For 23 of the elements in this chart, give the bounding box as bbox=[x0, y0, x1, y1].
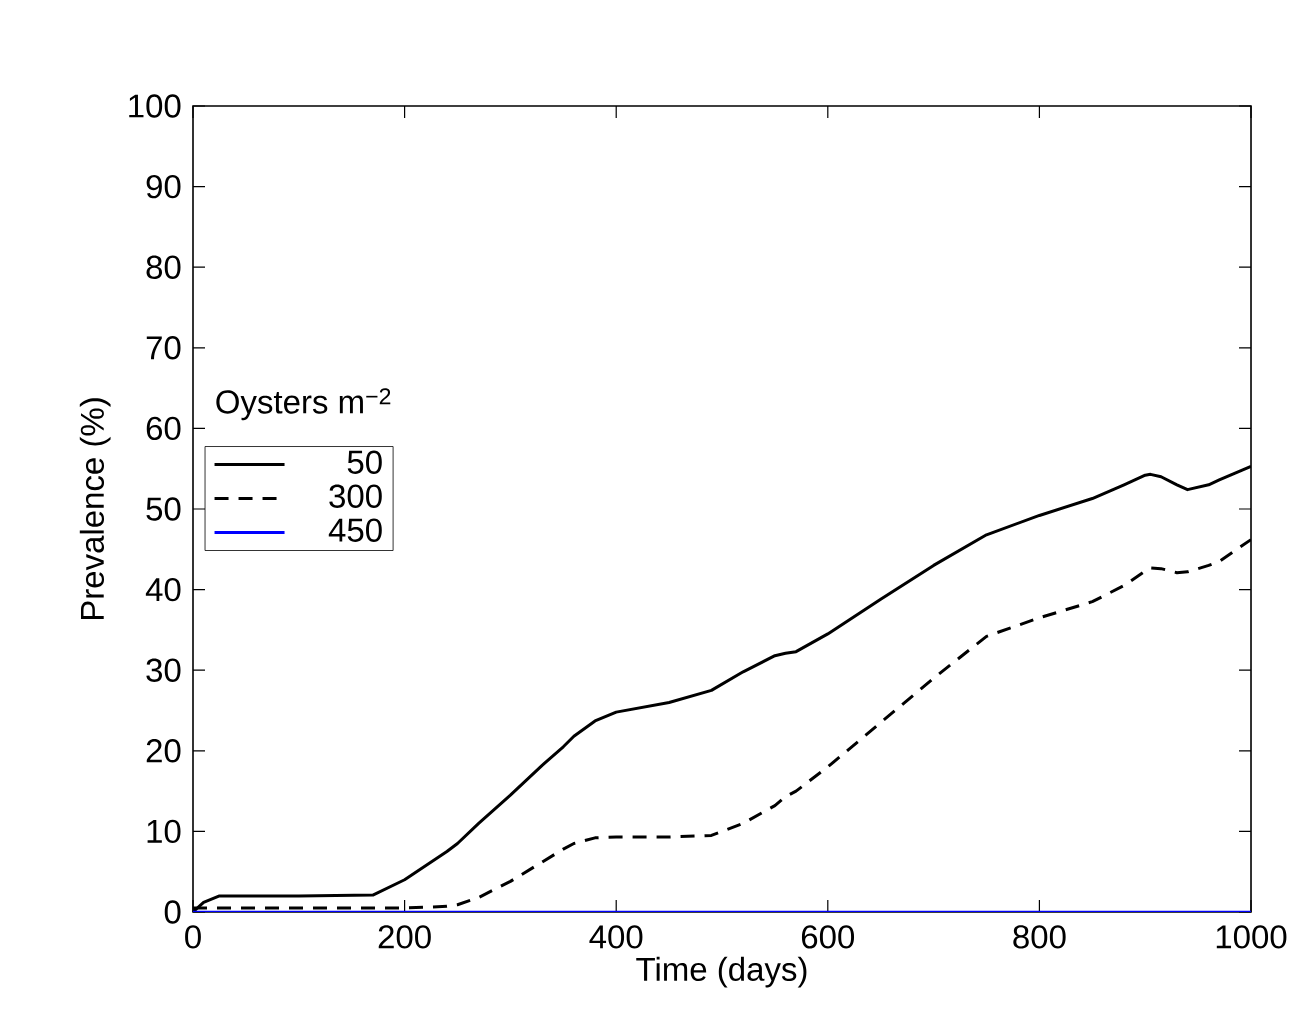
y-tick-label: 30 bbox=[146, 658, 181, 682]
y-tick-label: 10 bbox=[147, 819, 181, 844]
y-tick-label: 0 bbox=[164, 900, 181, 924]
y-tick-label: 90 bbox=[146, 174, 181, 199]
y-axis-title: Prevalence (%) bbox=[79, 398, 111, 620]
x-tick-label: 400 bbox=[589, 925, 643, 949]
x-tick-label: 1000 bbox=[1216, 925, 1287, 949]
x-tick-label: 0 bbox=[185, 925, 201, 949]
y-tick-label: 50 bbox=[146, 497, 181, 521]
legend-label: 450 bbox=[328, 518, 382, 542]
y-tick-label: 20 bbox=[146, 739, 181, 763]
legend-title: Oysters m$^{−2}$ bbox=[216, 388, 391, 421]
x-axis-title: Time (days) bbox=[636, 956, 807, 988]
y-tick-label: 80 bbox=[146, 255, 181, 279]
x-tick-label: 600 bbox=[801, 925, 855, 949]
y-tick-label: 40 bbox=[145, 577, 181, 602]
y-tick-label: 60 bbox=[146, 416, 181, 441]
legend-label: 300 bbox=[329, 484, 382, 508]
y-tick-label: 100 bbox=[129, 94, 181, 118]
x-tick-label: 800 bbox=[1013, 925, 1066, 949]
legend-label: 50 bbox=[347, 450, 382, 474]
y-tick-label: 70 bbox=[146, 336, 181, 360]
x-tick-label: 200 bbox=[378, 925, 431, 949]
